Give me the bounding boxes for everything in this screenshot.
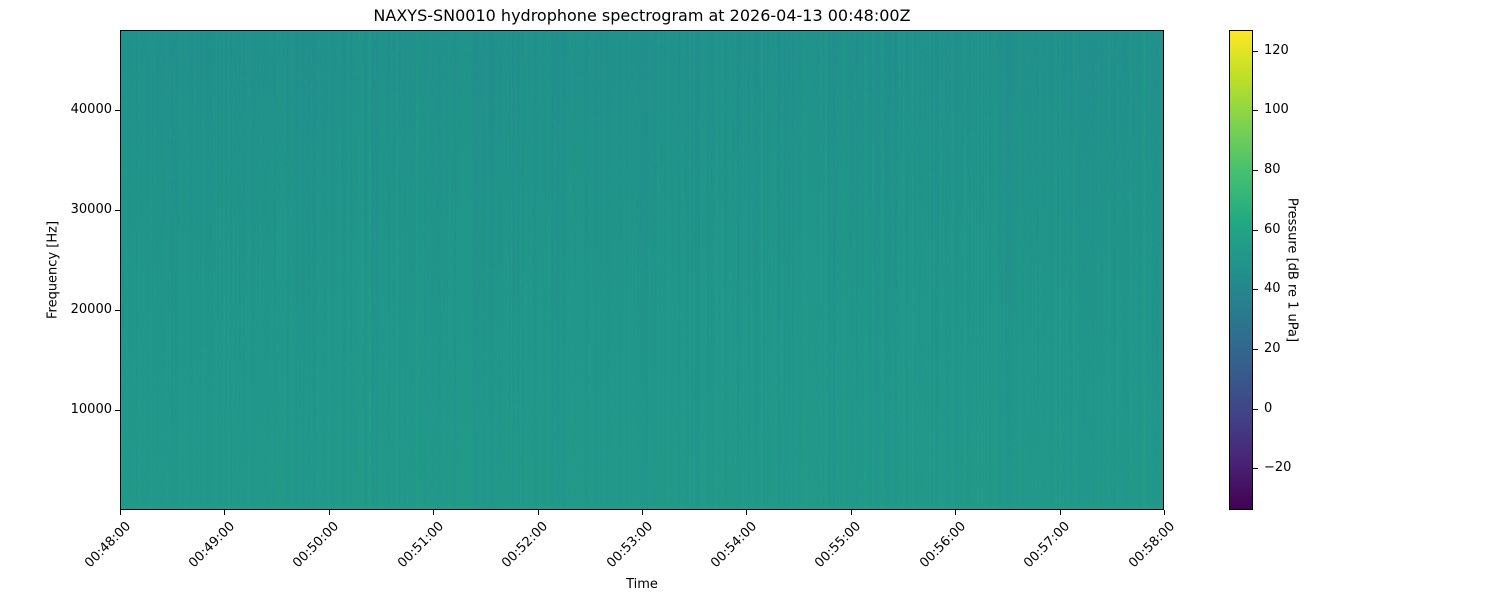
- chart-title: NAXYS-SN0010 hydrophone spectrogram at 2…: [373, 6, 911, 25]
- colorbar-tick-label: 100: [1264, 102, 1289, 118]
- colorbar-label: Pressure [dB re 1 uPa]: [1284, 197, 1300, 343]
- colorbar-tick-mark: [1253, 229, 1258, 231]
- y-tick-mark: [115, 210, 120, 211]
- spectrogram-heatmap: [120, 30, 1164, 510]
- colorbar-tick-mark: [1253, 50, 1258, 52]
- x-tick-label: 00:53:00: [603, 519, 656, 571]
- x-tick-label: 00:50:00: [290, 519, 343, 571]
- x-tick-label: 00:52:00: [499, 519, 552, 571]
- x-tick-label: 00:56:00: [916, 519, 969, 571]
- x-tick-mark: [642, 510, 643, 515]
- x-tick-mark: [746, 510, 748, 515]
- x-tick-mark: [120, 510, 121, 515]
- y-tick-label: 10000: [70, 402, 112, 417]
- colorbar-tick-mark: [1253, 408, 1258, 410]
- x-tick-mark: [224, 510, 226, 515]
- x-tick-label: 00:54:00: [708, 519, 761, 571]
- x-tick-mark: [1059, 510, 1061, 515]
- y-tick-label: 30000: [70, 202, 112, 217]
- y-tick-mark: [115, 410, 120, 411]
- colorbar: [1229, 30, 1253, 510]
- x-tick-mark: [1164, 510, 1165, 515]
- x-tick-label: 00:51:00: [394, 519, 447, 571]
- x-tick-label: 00:49:00: [186, 519, 239, 571]
- colorbar-tick-label: 0: [1264, 400, 1273, 416]
- x-tick-label: 00:55:00: [812, 519, 865, 571]
- colorbar-tick-label: 20: [1264, 341, 1281, 356]
- y-tick-mark: [115, 310, 120, 311]
- y-tick-label: 20000: [70, 302, 112, 317]
- y-tick-mark: [115, 110, 120, 111]
- colorbar-tick-mark: [1253, 349, 1258, 350]
- x-tick-label: 00:48:00: [81, 519, 134, 571]
- x-tick-mark: [433, 510, 435, 515]
- colorbar-tick-mark: [1253, 170, 1258, 172]
- colorbar-tick-label: 80: [1264, 162, 1281, 178]
- x-tick-label: 00:58:00: [1125, 519, 1178, 571]
- colorbar-tick-label: −20: [1264, 460, 1292, 476]
- x-tick-mark: [955, 510, 957, 515]
- colorbar-tick-label: 40: [1264, 281, 1281, 297]
- y-axis-label: Frequency [Hz]: [45, 220, 61, 320]
- colorbar-tick-label: 120: [1264, 42, 1289, 58]
- x-tick-mark: [537, 510, 539, 515]
- colorbar-tick-mark: [1253, 110, 1258, 112]
- x-tick-label: 00:57:00: [1021, 519, 1074, 571]
- x-axis-label: Time: [626, 577, 658, 592]
- y-tick-label: 40000: [70, 102, 112, 117]
- colorbar-tick-mark: [1253, 289, 1258, 291]
- x-tick-mark: [850, 510, 852, 515]
- colorbar-tick-label: 60: [1264, 221, 1281, 237]
- colorbar-tick-mark: [1253, 468, 1258, 470]
- x-tick-mark: [328, 510, 330, 515]
